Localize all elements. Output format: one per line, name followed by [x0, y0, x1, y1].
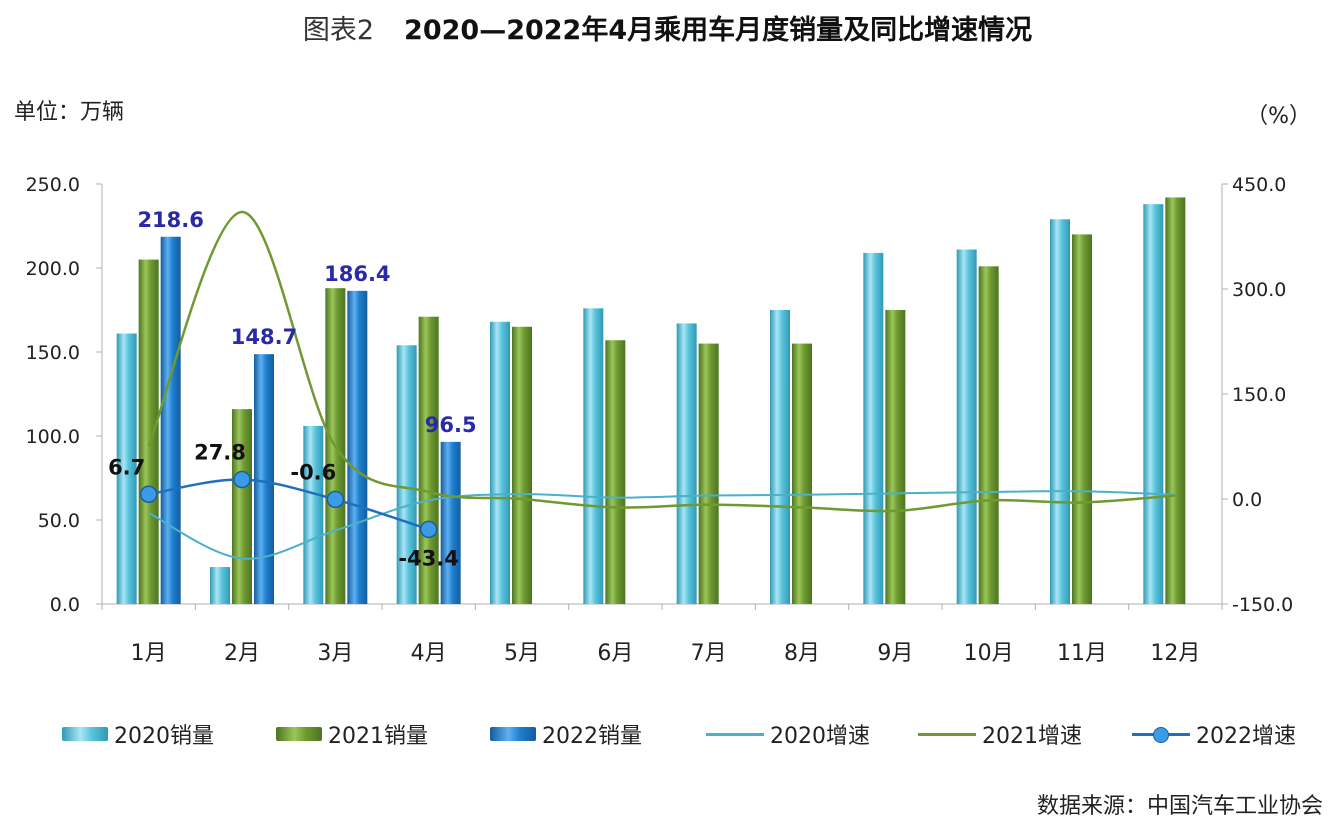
left-axis-tick-label: 250.0: [26, 174, 80, 196]
legend-item-2022-sales: 2022销量: [490, 718, 642, 750]
legend-swatch-line: [706, 732, 764, 736]
bar-2021: [232, 409, 252, 604]
x-axis-tick-label: 4月: [411, 641, 447, 666]
left-axis-tick-label: 200.0: [26, 258, 80, 280]
legend-item-2021-sales: 2021销量: [276, 718, 428, 750]
bar-2021: [698, 343, 719, 604]
right-axis-tick-label: 450.0: [1232, 174, 1286, 196]
bar-2020: [770, 310, 790, 604]
x-axis-tick-label: 3月: [317, 641, 353, 666]
bar-2021: [978, 266, 999, 604]
data-label-2022-sales: 96.5: [425, 413, 477, 437]
legend: 2020销量 2021销量 2022销量 2020增速 2021增速 2022增速: [0, 718, 1335, 754]
x-axis-tick-label: 6月: [597, 641, 633, 666]
bar-2020: [210, 567, 230, 604]
legend-label: 2020增速: [770, 724, 870, 749]
legend-label: 2021销量: [328, 724, 428, 749]
legend-swatch-bar: [490, 727, 536, 741]
x-axis-tick-label: 12月: [1150, 641, 1200, 666]
bar-2021: [1072, 234, 1092, 604]
bar-2020: [1143, 204, 1164, 604]
chart-title-prefix: 图表2: [302, 15, 375, 46]
data-label-2022-sales: 218.6: [137, 208, 203, 232]
bar-2022: [160, 236, 181, 604]
legend-swatch-marker: [1153, 726, 1169, 743]
chart-title-main: 2020—2022年4月乘用车月度销量及同比增速情况: [404, 15, 1033, 46]
data-label-2022-sales: 186.4: [324, 262, 390, 286]
legend-swatch-line: [918, 732, 976, 736]
bar-2021: [512, 326, 532, 604]
chart-title: 图表2 2020—2022年4月乘用车月度销量及同比增速情况: [0, 8, 1335, 47]
data-label-2022-sales: 148.7: [231, 325, 297, 349]
left-axis-unit: 单位：万辆: [14, 100, 125, 125]
marker-2022-growth: [233, 470, 251, 489]
right-axis-unit: （%）: [1246, 104, 1311, 129]
legend-item-2022-growth: 2022增速: [1132, 718, 1296, 750]
bar-2021: [792, 343, 812, 604]
bar-2020: [1050, 219, 1070, 604]
legend-label: 2020销量: [114, 724, 214, 749]
left-axis-tick-label: 100.0: [26, 426, 80, 448]
bar-2020: [863, 252, 884, 604]
bar-2022: [440, 441, 461, 604]
right-axis-tick-label: 300.0: [1232, 279, 1286, 301]
x-axis-tick-label: 2月: [224, 641, 260, 666]
data-label-2022-growth: 6.7: [108, 455, 145, 479]
right-axis-tick-label: -150.0: [1232, 594, 1293, 616]
left-axis-tick-label: 0.0: [50, 594, 80, 616]
bar-2020: [490, 321, 510, 604]
bar-2021: [1165, 197, 1186, 604]
marker-2022-growth: [419, 520, 438, 539]
x-axis-tick-label: 11月: [1057, 641, 1107, 666]
legend-item-2021-growth: 2021增速: [918, 718, 1082, 750]
legend-label: 2021增速: [982, 724, 1082, 749]
x-axis-tick-label: 8月: [784, 641, 820, 666]
bar-2020: [956, 249, 977, 604]
data-label-2022-growth: -0.6: [290, 460, 336, 484]
legend-label: 2022增速: [1196, 724, 1296, 749]
bar-2021: [885, 310, 906, 604]
x-axis-tick-label: 1月: [131, 641, 167, 666]
legend-item-2020-sales: 2020销量: [62, 718, 214, 750]
legend-swatch-bar: [276, 727, 322, 741]
bar-2020: [676, 323, 697, 604]
legend-swatch-line: [1132, 726, 1190, 743]
data-label-2022-growth: -43.4: [398, 546, 459, 570]
bar-2020: [303, 425, 324, 604]
bar-2022: [347, 290, 368, 604]
x-axis-tick-label: 9月: [877, 641, 913, 666]
right-axis-tick-label: 0.0: [1232, 489, 1262, 511]
data-source: 数据来源：中国汽车工业协会: [1036, 794, 1323, 819]
legend-item-2020-growth: 2020增速: [706, 718, 870, 750]
bar-2020: [116, 333, 137, 604]
right-axis-tick-label: 150.0: [1232, 384, 1286, 406]
x-axis-tick-label: 7月: [691, 641, 727, 666]
bar-2021: [605, 340, 626, 604]
legend-label: 2022销量: [542, 724, 642, 749]
x-axis-tick-label: 5月: [504, 641, 540, 666]
left-axis-tick-label: 50.0: [38, 510, 80, 532]
marker-2022-growth: [139, 485, 158, 504]
left-axis-tick-label: 150.0: [26, 342, 80, 364]
x-axis-tick-label: 10月: [964, 641, 1014, 666]
bar-2021: [138, 259, 159, 604]
legend-swatch-bar: [62, 727, 108, 741]
bar-2022: [254, 354, 274, 604]
line-2022-growth: [148, 478, 430, 531]
line-2020-growth: [148, 490, 1176, 560]
data-label-2022-growth: 27.8: [194, 441, 246, 465]
bar-2020: [583, 308, 604, 604]
bar-2020: [396, 345, 417, 604]
marker-2022-growth: [326, 490, 345, 509]
line-2021-growth: [147, 210, 1176, 513]
